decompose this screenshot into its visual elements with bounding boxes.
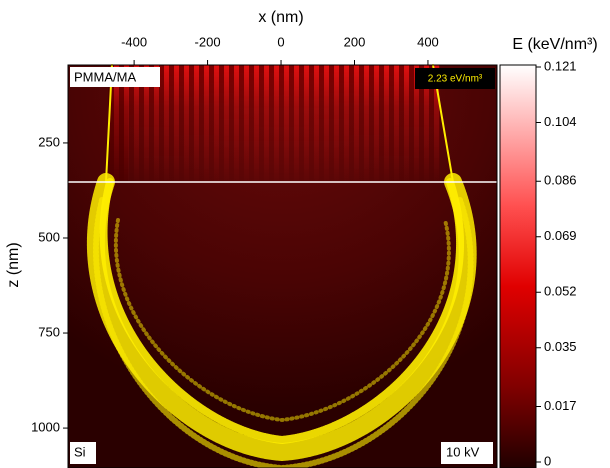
colorbar-tick-label: 0 — [544, 453, 551, 468]
x-axis-title: x (nm) — [258, 9, 303, 26]
colorbar-title: E (keV/nm³) — [512, 36, 597, 53]
colorbar-tick-label: 0.069 — [544, 228, 577, 243]
colorbar-tick-label: 0.017 — [544, 398, 577, 413]
label-box — [70, 67, 160, 87]
region-label: PMMA/MA — [74, 69, 136, 84]
voltage-label: 10 kV — [446, 444, 480, 459]
max-label: 2.23 eV/nm³ — [428, 74, 483, 85]
y-axis-title: z (nm) — [5, 242, 22, 287]
x-tick-label: 400 — [417, 34, 439, 49]
colorbar-tick-label: 0.121 — [544, 58, 577, 73]
colorbar-tick-label: 0.086 — [544, 173, 577, 188]
x-tick-label: 0 — [277, 34, 284, 49]
x-tick-label: -200 — [195, 34, 221, 49]
colorbar-tick-label: 0.104 — [544, 114, 577, 129]
x-tick-label: -400 — [121, 34, 147, 49]
label-box — [415, 68, 495, 89]
label-box — [441, 442, 493, 464]
colorbar-tick-label: 0.052 — [544, 284, 577, 299]
y-tick-label: 1000 — [31, 420, 60, 435]
label-box — [70, 442, 96, 464]
y-tick-label: 250 — [38, 134, 60, 149]
region-label: Si — [74, 444, 86, 459]
colorbar-tick-label: 0.035 — [544, 339, 577, 354]
colorbar — [499, 64, 537, 468]
y-tick-label: 500 — [38, 229, 60, 244]
heatmap-image — [67, 64, 498, 468]
x-tick-label: 200 — [344, 34, 366, 49]
y-tick-label: 750 — [38, 324, 60, 339]
